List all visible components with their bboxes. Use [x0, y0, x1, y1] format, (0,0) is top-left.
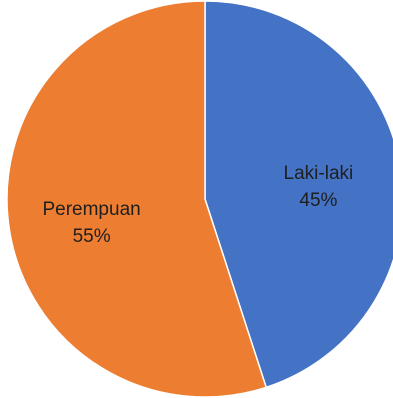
pie-slices — [6, 0, 393, 398]
pie-slice-perempuan — [6, 0, 268, 398]
data-label-laki-laki-name: Laki-laki — [284, 163, 354, 184]
pie-slice-laki-laki — [204, 0, 393, 389]
data-label-laki-laki-percent: 45% — [299, 190, 337, 211]
data-label-perempuan-name: Perempuan — [42, 199, 140, 220]
pie-data-labels: Laki-laki 45% Perempuan 55% — [42, 163, 353, 247]
data-label-perempuan-percent: 55% — [73, 226, 111, 247]
